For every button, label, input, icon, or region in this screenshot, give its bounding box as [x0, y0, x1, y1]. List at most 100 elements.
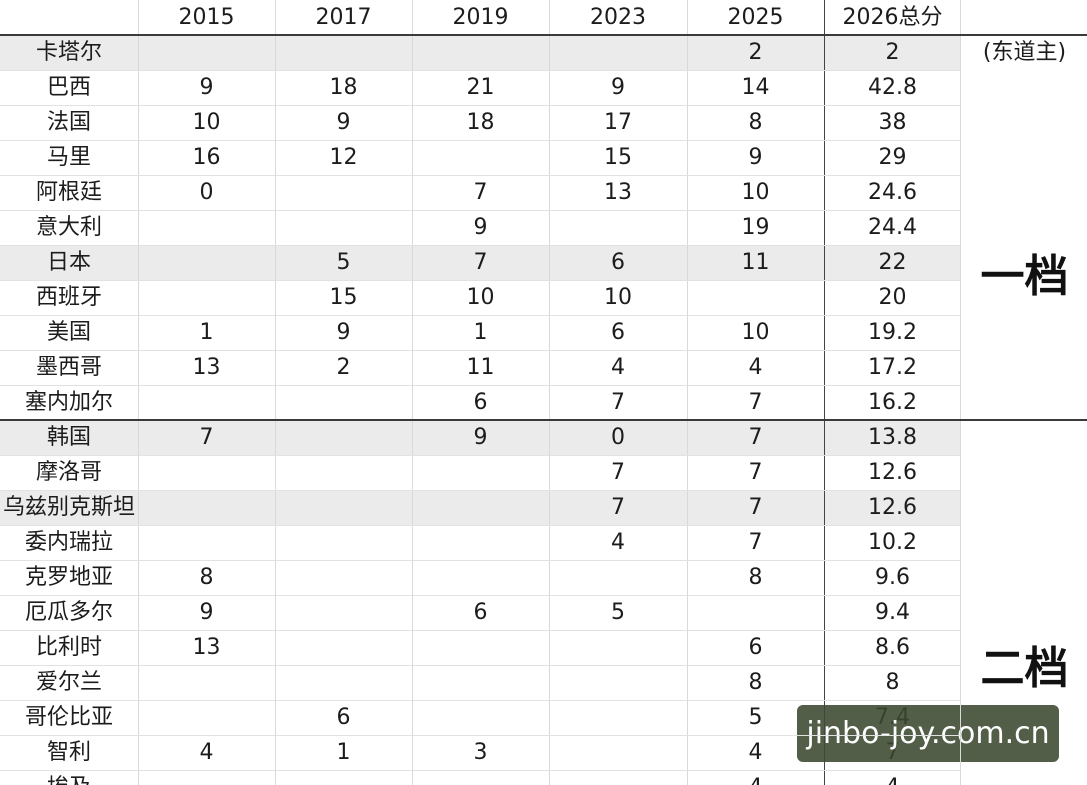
value-cell: 9	[199, 75, 214, 100]
table-row: 美国 1 9 1 6 10 19.2	[0, 315, 960, 350]
value-cell: 1	[336, 740, 351, 765]
table-row: 摩洛哥 7 7 12.6	[0, 455, 960, 490]
value-cell: 22	[878, 250, 907, 275]
value-cell	[412, 490, 549, 525]
value-cell: 6	[336, 705, 351, 730]
grid-vline	[275, 0, 276, 785]
value-cell	[138, 385, 275, 420]
country-name-cell: 厄瓜多尔	[24, 600, 113, 625]
value-cell	[549, 770, 687, 785]
grid-hline	[0, 595, 960, 596]
value-cell: 4	[687, 770, 824, 785]
header-cell-5: 2025	[727, 5, 784, 30]
value-cell	[275, 385, 412, 420]
value-cell: 7	[748, 460, 763, 485]
country-name-cell: 韩国	[46, 425, 91, 450]
value-cell	[412, 700, 549, 735]
value-cell: 8	[748, 110, 763, 135]
value-cell	[549, 560, 687, 595]
value-cell: 13.8	[868, 425, 917, 450]
country-name-cell: 爱尔兰	[35, 670, 102, 695]
value-cell	[549, 700, 687, 735]
grid-hline	[0, 525, 960, 526]
value-cell: 15	[604, 145, 632, 170]
value-cell: 7	[748, 495, 763, 520]
value-cell: 10	[466, 285, 495, 310]
value-cell: 9	[336, 110, 351, 135]
country-name-cell: 智利	[46, 740, 91, 765]
value-cell: 4	[611, 355, 625, 380]
country-name-cell: 克罗地亚	[24, 565, 113, 590]
value-cell	[687, 595, 824, 630]
value-cell	[275, 630, 412, 665]
value-cell: 0	[199, 180, 214, 205]
value-cell: 1	[473, 320, 488, 345]
value-cell: 19.2	[868, 320, 917, 345]
table-row: 巴西 9 18 21 9 14 42.8	[0, 70, 960, 105]
country-name-cell: 墨西哥	[35, 355, 102, 380]
grid-hline	[0, 245, 960, 246]
country-name-cell: 法国	[46, 110, 91, 135]
header-row: 2015 2017 2019 2023 2025 2026总分	[0, 0, 960, 35]
value-cell	[138, 210, 275, 245]
value-cell: 13	[604, 180, 632, 205]
value-cell	[138, 35, 275, 70]
value-cell: 7	[748, 390, 763, 415]
country-name-cell: 意大利	[35, 215, 102, 240]
value-cell: 7	[473, 180, 488, 205]
country-name-cell: 摩洛哥	[35, 460, 102, 485]
country-name-cell: 马里	[46, 145, 91, 170]
table-row: 日本 5 7 6 11 22	[0, 245, 960, 280]
value-cell: 2	[748, 40, 763, 65]
value-cell	[138, 525, 275, 560]
value-cell	[275, 490, 412, 525]
table-row: 法国 10 9 18 17 8 38	[0, 105, 960, 140]
value-cell: 12.6	[868, 460, 917, 485]
value-cell: 7	[748, 425, 763, 450]
value-cell	[138, 455, 275, 490]
value-cell	[275, 665, 412, 700]
value-cell: 4	[748, 355, 763, 380]
header-cell-4: 2023	[590, 5, 646, 30]
grid-hline	[0, 210, 960, 211]
country-name-cell: 委内瑞拉	[24, 530, 113, 555]
value-cell: 11	[466, 355, 495, 380]
value-cell	[275, 210, 412, 245]
value-cell: 9	[473, 215, 488, 240]
country-name-cell: 塞内加尔	[24, 390, 113, 415]
value-cell: 7	[748, 530, 763, 555]
value-cell	[549, 630, 687, 665]
grid-vline	[687, 0, 688, 785]
value-cell: 11	[741, 250, 770, 275]
value-cell: 21	[466, 75, 495, 100]
grid-vline	[824, 0, 825, 785]
value-cell: 4	[748, 740, 763, 765]
tier-2-label: 二档	[980, 643, 1069, 694]
value-cell: 13	[192, 355, 221, 380]
value-cell: 6	[611, 320, 625, 345]
value-cell: 10.2	[868, 530, 917, 555]
value-cell: 6	[473, 600, 488, 625]
value-cell: 8.6	[875, 635, 910, 660]
grid-vline	[412, 0, 413, 785]
value-cell	[275, 770, 412, 785]
value-cell: 7	[199, 425, 214, 450]
header-cell-3: 2019	[452, 5, 509, 30]
value-cell: 4	[611, 530, 625, 555]
grid-hline	[0, 560, 960, 561]
value-cell: 6	[748, 635, 763, 660]
country-name-cell: 哥伦比亚	[24, 705, 113, 730]
value-cell: 12	[329, 145, 358, 170]
value-cell	[275, 560, 412, 595]
value-cell: 7	[473, 250, 488, 275]
value-cell: 18	[329, 75, 358, 100]
value-cell: 2	[885, 40, 900, 65]
value-cell	[412, 630, 549, 665]
grid-hline	[0, 140, 960, 141]
value-cell: 24.4	[868, 215, 917, 240]
country-name-cell: 美国	[46, 320, 91, 345]
value-cell	[549, 35, 687, 70]
grid-hline	[0, 350, 960, 351]
value-cell	[138, 665, 275, 700]
table-row: 西班牙 15 10 10 20	[0, 280, 960, 315]
